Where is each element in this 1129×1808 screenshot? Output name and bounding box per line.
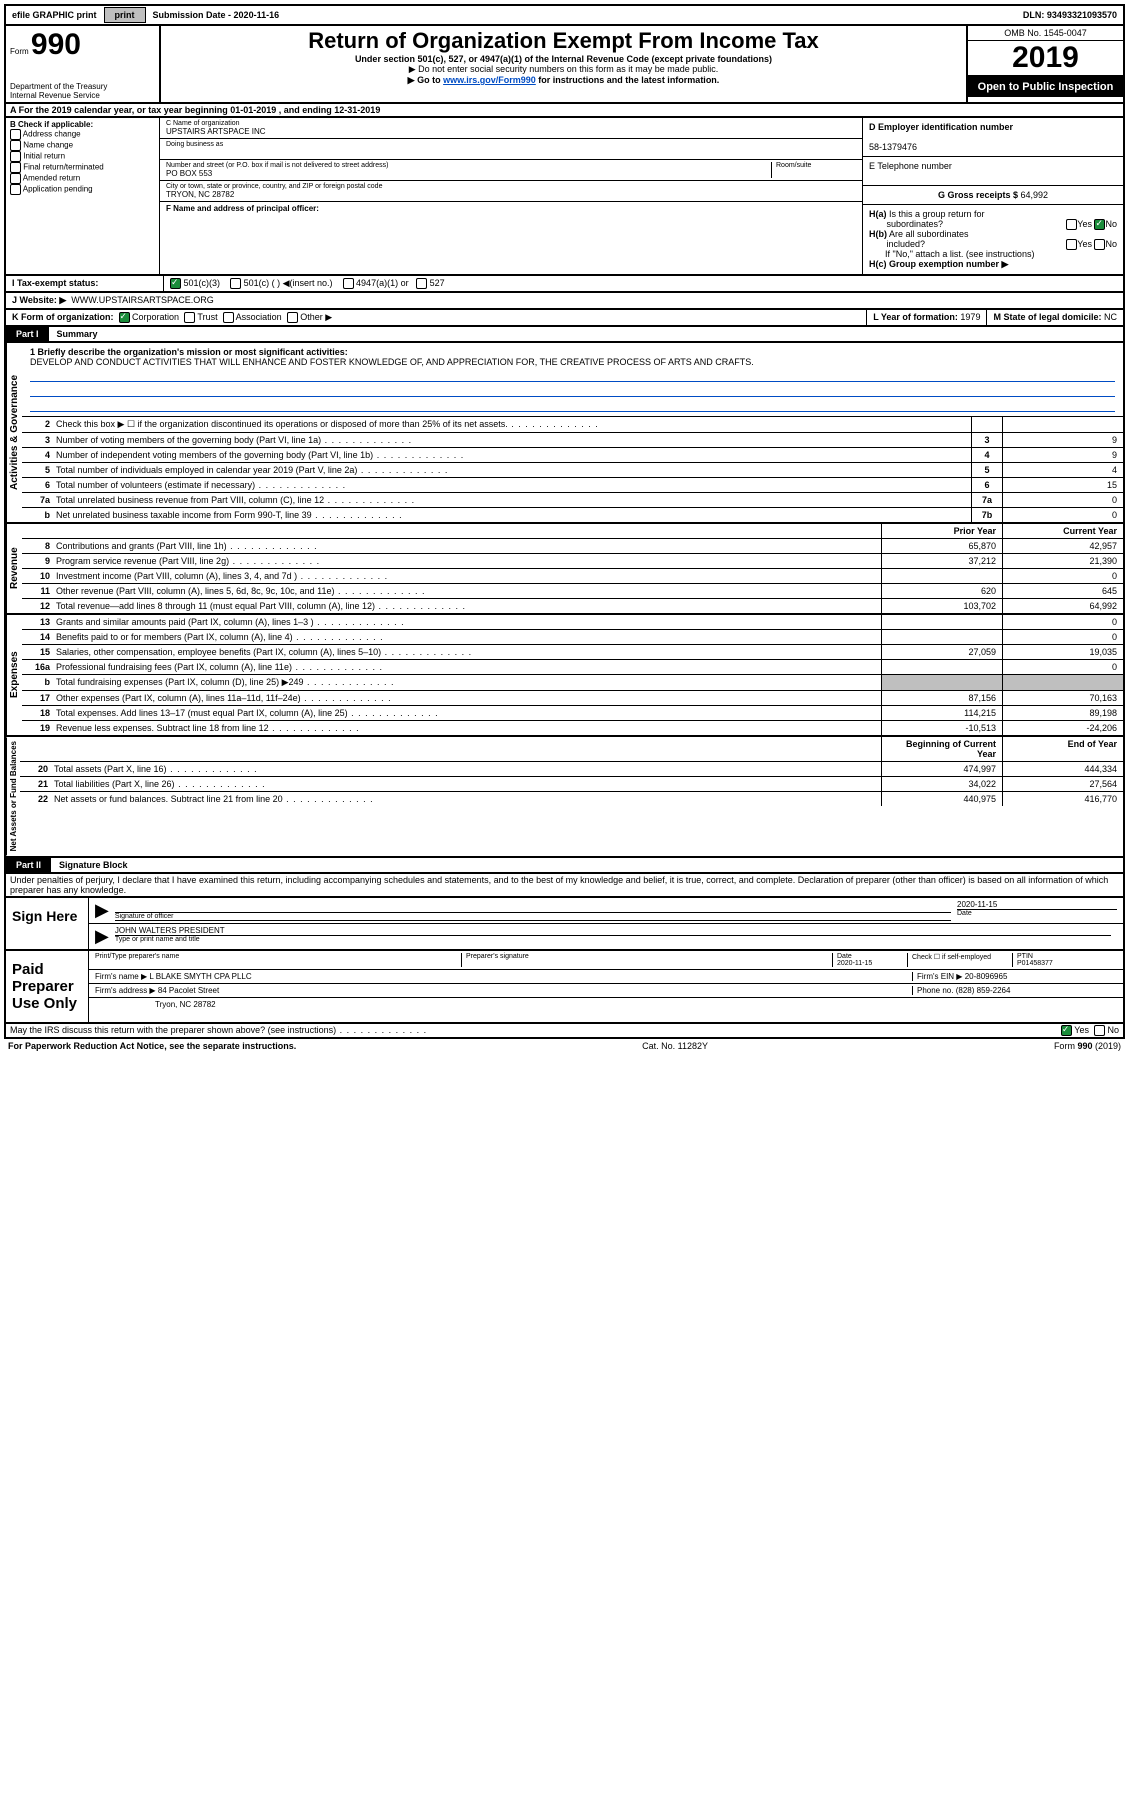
chk-final-return[interactable]: Final return/terminated — [10, 162, 155, 173]
sign-here-block: Sign Here ▶ Signature of officer 2020-11… — [4, 898, 1125, 951]
line-row: 17Other expenses (Part IX, column (A), l… — [22, 691, 1123, 706]
line-row: 5Total number of individuals employed in… — [22, 463, 1123, 478]
section-expenses: Expenses 13Grants and similar amounts pa… — [4, 615, 1125, 737]
line-row: 16aProfessional fundraising fees (Part I… — [22, 660, 1123, 675]
dln: DLN: 93493321093570 — [1017, 8, 1123, 22]
line-row: 14Benefits paid to or for members (Part … — [22, 630, 1123, 645]
tax-year: 2019 — [968, 41, 1123, 77]
subtitle-1: Under section 501(c), 527, or 4947(a)(1)… — [167, 54, 960, 64]
chk-4947[interactable] — [343, 278, 354, 289]
line-row: bNet unrelated business taxable income f… — [22, 508, 1123, 522]
form-number: 990 — [31, 28, 81, 61]
chk-amended[interactable]: Amended return — [10, 173, 155, 184]
box-c: C Name of organization UPSTAIRS ARTSPACE… — [160, 118, 862, 274]
section-revenue: Revenue b Prior Year Current Year 8Contr… — [4, 524, 1125, 615]
chk-other[interactable] — [287, 312, 298, 323]
chk-name-change[interactable]: Name change — [10, 140, 155, 151]
dept-treasury: Department of the Treasury Internal Reve… — [10, 82, 155, 100]
ein: 58-1379476 — [869, 142, 917, 152]
chk-initial-return[interactable]: Initial return — [10, 151, 155, 162]
form-header: Form 990 Department of the Treasury Inte… — [4, 26, 1125, 104]
paid-preparer-block: Paid Preparer Use Only Print/Type prepar… — [4, 951, 1125, 1024]
part2-header: Part II Signature Block — [4, 858, 1125, 874]
section-net-assets: Net Assets or Fund Balances Beginning of… — [4, 737, 1125, 857]
chk-501c[interactable] — [230, 278, 241, 289]
part1-header: Part I Summary — [4, 327, 1125, 343]
section-activities: Activities & Governance 1 Briefly descri… — [4, 343, 1125, 524]
submission-label: Submission Date - 2020-11-16 — [147, 8, 286, 22]
line-row: 15Salaries, other compensation, employee… — [22, 645, 1123, 660]
chk-501c3[interactable] — [170, 278, 181, 289]
form-title: Return of Organization Exempt From Incom… — [167, 28, 960, 54]
line-row: 21Total liabilities (Part X, line 26)34,… — [20, 777, 1123, 792]
line-row: 9Program service revenue (Part VIII, lin… — [22, 554, 1123, 569]
subtitle-2: ▶ Do not enter social security numbers o… — [167, 64, 960, 75]
box-d-e-g-h: D Employer identification number 58-1379… — [862, 118, 1123, 274]
discuss-row: May the IRS discuss this return with the… — [4, 1024, 1125, 1039]
line-row: 4Number of independent voting members of… — [22, 448, 1123, 463]
chk-corporation[interactable] — [119, 312, 130, 323]
page-footer: For Paperwork Reduction Act Notice, see … — [4, 1039, 1125, 1053]
form-label: Form — [10, 47, 29, 56]
line-row: 8Contributions and grants (Part VIII, li… — [22, 539, 1123, 554]
org-address: PO BOX 553 — [166, 169, 771, 178]
row-website: J Website: ▶ WWW.UPSTAIRSARTSPACE.ORG — [4, 293, 1125, 310]
col-headers-net: Beginning of Current Year End of Year — [20, 737, 1123, 762]
line-row: 6Total number of volunteers (estimate if… — [22, 478, 1123, 493]
omb-number: OMB No. 1545-0047 — [968, 26, 1123, 41]
line-row: 3Number of voting members of the governi… — [22, 433, 1123, 448]
box-b: B Check if applicable: Address change Na… — [6, 118, 160, 274]
line-row: 2Check this box ▶ ☐ if the organization … — [22, 417, 1123, 433]
gross-receipts: 64,992 — [1021, 190, 1049, 200]
header-grid: B Check if applicable: Address change Na… — [4, 118, 1125, 276]
line-row: 20Total assets (Part X, line 16)474,9974… — [20, 762, 1123, 777]
org-name: UPSTAIRS ARTSPACE INC — [166, 127, 856, 136]
subtitle-3: ▶ Go to www.irs.gov/Form990 for instruct… — [167, 75, 960, 86]
chk-527[interactable] — [416, 278, 427, 289]
line-row: 13Grants and similar amounts paid (Part … — [22, 615, 1123, 630]
line-row: 10Investment income (Part VIII, column (… — [22, 569, 1123, 584]
row-a-period: A For the 2019 calendar year, or tax yea… — [4, 104, 1125, 118]
chk-association[interactable] — [223, 312, 234, 323]
line-row: 11Other revenue (Part VIII, column (A), … — [22, 584, 1123, 599]
chk-application-pending[interactable]: Application pending — [10, 184, 155, 195]
open-to-public: Open to Public Inspection — [968, 77, 1123, 97]
line-row: 7aTotal unrelated business revenue from … — [22, 493, 1123, 508]
top-toolbar: efile GRAPHIC print print Submission Dat… — [4, 4, 1125, 26]
row-k: K Form of organization: Corporation Trus… — [4, 310, 1125, 327]
line-row: 22Net assets or fund balances. Subtract … — [20, 792, 1123, 806]
line-row: 18Total expenses. Add lines 13–17 (must … — [22, 706, 1123, 721]
irs-link[interactable]: www.irs.gov/Form990 — [443, 75, 536, 85]
efile-label: efile GRAPHIC print — [6, 8, 103, 22]
chk-address-change[interactable]: Address change — [10, 129, 155, 140]
penalty-statement: Under penalties of perjury, I declare th… — [4, 874, 1125, 898]
officer-name: JOHN WALTERS PRESIDENT — [115, 926, 1111, 936]
col-headers-revenue: b Prior Year Current Year — [22, 524, 1123, 539]
mission-text: DEVELOP AND CONDUCT ACTIVITIES THAT WILL… — [30, 357, 754, 367]
print-button[interactable]: print — [104, 7, 146, 23]
org-city: TRYON, NC 28782 — [166, 190, 856, 199]
line-row: 19Revenue less expenses. Subtract line 1… — [22, 721, 1123, 735]
line-row: bTotal fundraising expenses (Part IX, co… — [22, 675, 1123, 691]
website-url: WWW.UPSTAIRSARTSPACE.ORG — [71, 295, 214, 305]
line-row: 12Total revenue—add lines 8 through 11 (… — [22, 599, 1123, 613]
chk-discuss-no[interactable] — [1094, 1025, 1105, 1036]
row-tax-status: I Tax-exempt status: 501(c)(3) 501(c) ( … — [4, 276, 1125, 293]
chk-discuss-yes[interactable] — [1061, 1025, 1072, 1036]
chk-trust[interactable] — [184, 312, 195, 323]
firm-name: L BLAKE SMYTH CPA PLLC — [149, 972, 251, 981]
